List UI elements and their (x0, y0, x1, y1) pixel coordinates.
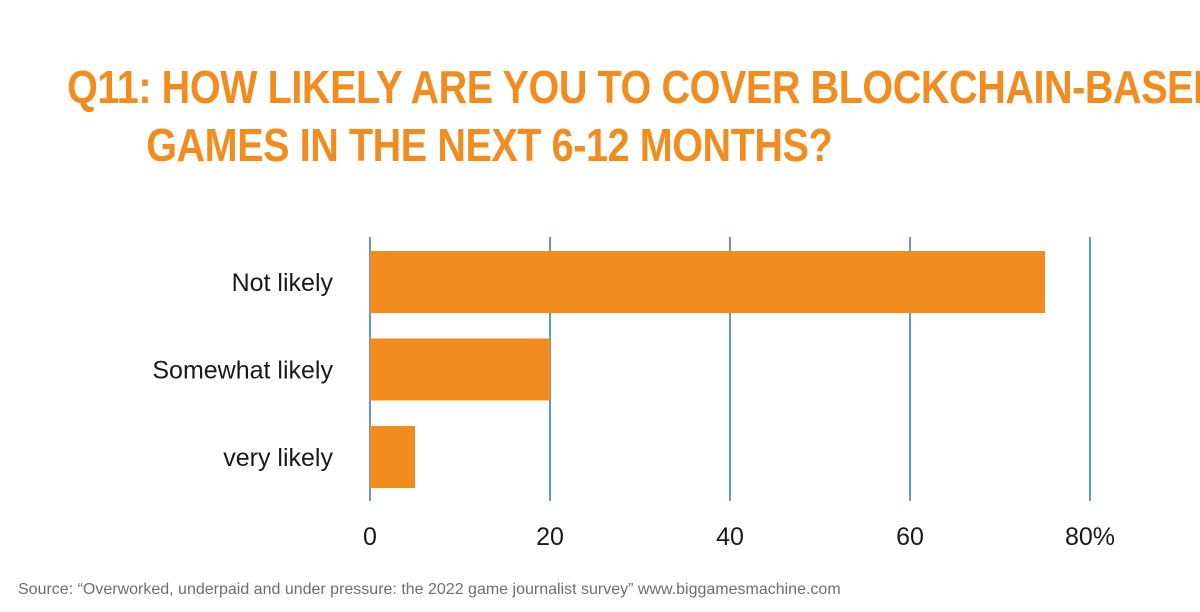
category-labels: Not likely Somewhat likely very likely (152, 269, 333, 472)
bar-very-likely (370, 426, 415, 488)
x-tick-label-60: 60 (896, 523, 924, 551)
x-tick-label-80: 80% (1065, 523, 1115, 551)
chart-title-line-1: Q11: HOW LIKELY ARE YOU TO COVER BLOCKCH… (67, 61, 1200, 113)
chart-title-line-2: GAMES IN THE NEXT 6-12 MONTHS? (146, 119, 833, 171)
bars (370, 251, 1045, 488)
source-note: Source: “Overworked, underpaid and under… (18, 581, 841, 598)
x-axis-tick-labels: 0 20 40 60 80% (363, 523, 1115, 551)
bar-not-likely (370, 251, 1045, 313)
category-label-somewhat-likely: Somewhat likely (152, 357, 333, 385)
category-label-not-likely: Not likely (232, 269, 334, 297)
category-label-very-likely: very likely (223, 444, 333, 472)
bar-somewhat-likely (370, 338, 550, 401)
x-tick-label-0: 0 (363, 523, 377, 551)
chart-title: Q11: HOW LIKELY ARE YOU TO COVER BLOCKCH… (0, 58, 1200, 174)
x-tick-label-20: 20 (536, 523, 564, 551)
x-tick-label-40: 40 (716, 523, 744, 551)
